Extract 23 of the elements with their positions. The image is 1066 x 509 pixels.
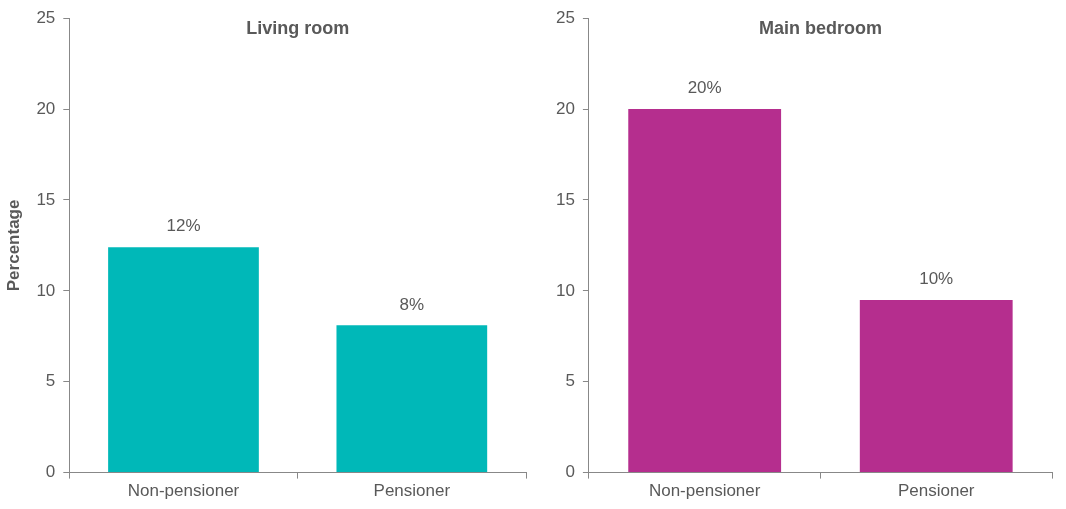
y-tick-label: 15 [36,189,56,209]
y-tick-label: 20 [36,98,56,118]
x-tick-label: Non-pensioner [127,481,240,501]
x-tick-label: Non-pensioner [648,481,761,501]
y-axis-title: Percentage [3,199,23,292]
y-tick-label: 25 [36,7,56,27]
y-tick-label: 20 [555,98,575,118]
data-label: 10% [919,269,954,289]
data-label: 12% [166,216,201,236]
y-tick-label: 10 [36,280,56,300]
y-tick-label: 5 [565,371,575,391]
data-label: 8% [399,294,425,314]
chart-title: Living room [246,18,350,39]
y-tick-label: 15 [555,189,575,209]
x-tick-label: Pensioner [373,481,451,501]
chart-title: Main bedroom [758,18,882,39]
data-label: 20% [687,78,722,98]
x-tick-label: Pensioner [897,481,975,501]
y-tick-label: 5 [45,371,56,391]
y-tick-label: 0 [45,462,56,482]
y-tick-label: 0 [565,462,575,482]
y-tick-label: 25 [555,7,575,27]
y-tick-label: 10 [555,280,575,300]
